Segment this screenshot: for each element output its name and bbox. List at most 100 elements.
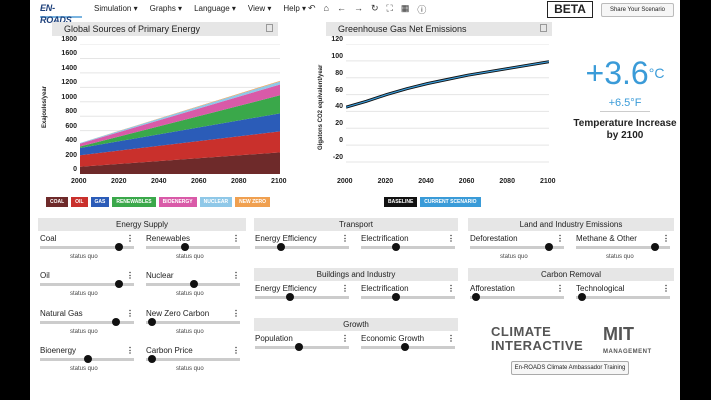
slider-knob[interactable] [114,280,123,288]
slider-knob[interactable] [400,343,409,351]
more-options-icon[interactable]: ⋮ [447,334,455,343]
menu-help[interactable]: Help ▾ [283,4,307,13]
ambassador-training-button[interactable]: En-ROADS Climate Ambassador Training [511,361,629,375]
slider-track[interactable] [40,283,134,286]
legend-current-scenario[interactable]: CURRENT SCENARIO [420,197,481,207]
more-options-icon[interactable]: ⋮ [556,234,564,243]
grid-icon[interactable]: ▦ [400,3,410,13]
slider-track[interactable] [361,296,455,299]
legend-new-zero[interactable]: NEW ZERO [235,197,271,207]
slider-knob[interactable] [190,280,198,288]
more-options-icon[interactable]: ⋮ [341,234,349,243]
status-quo-label: status quo [70,329,98,335]
legend-renewables[interactable]: RENEWABLES [112,197,156,207]
energy-supply-header: Energy Supply [38,218,246,231]
energy-y-tick-label: 0 [73,166,77,173]
more-options-icon[interactable]: ⋮ [447,234,455,243]
slider-label: New Zero Carbon [146,309,210,318]
menu-language[interactable]: Language ▾ [194,4,236,13]
more-options-icon[interactable]: ⋮ [232,271,240,280]
slider-knob[interactable] [650,243,659,251]
top-bar: EN-ROADS Simulation ▾ Graphs ▾ Language … [30,0,680,25]
more-options-icon[interactable]: ⋮ [232,346,240,355]
ghg-y-tick-label: 120 [331,36,343,43]
slider-track[interactable] [470,246,564,249]
more-options-icon[interactable]: ⋮ [126,234,134,243]
mit-logo[interactable]: MIT MANAGEMENT [603,324,652,355]
more-options-icon[interactable]: ⋮ [556,284,564,293]
slider-knob[interactable] [391,293,400,301]
slider-track[interactable] [40,321,134,324]
ghg-chart-title-text: Greenhouse Gas Net Emissions [338,24,467,34]
legend-bioenergy[interactable]: BIOENERGY [158,197,197,207]
more-options-icon[interactable]: ⋮ [232,309,240,318]
more-options-icon[interactable]: ⋮ [341,334,349,343]
undo-icon[interactable]: ↶ [308,3,316,13]
share-scenario-button[interactable]: Share Your Scenario [601,3,674,17]
slider-knob[interactable] [84,355,92,363]
fullscreen-icon[interactable]: ⛶ [386,3,393,13]
more-options-icon[interactable]: ⋮ [662,234,670,243]
slider-track[interactable] [576,296,670,299]
copy-icon[interactable] [540,24,547,32]
slider-knob[interactable] [112,318,121,326]
more-options-icon[interactable]: ⋮ [662,284,670,293]
slider-track[interactable] [576,246,670,249]
slider-knob[interactable] [147,318,156,326]
more-options-icon[interactable]: ⋮ [232,234,240,243]
energy-y-tick-label: 1200 [61,79,77,87]
slider-label: Bioenergy [40,346,77,355]
transport-header: Transport [254,218,458,231]
slider-track[interactable] [40,246,134,249]
legend-nuclear[interactable]: NUCLEAR [199,197,233,207]
forward-icon[interactable]: → [353,3,363,13]
slider-track[interactable] [146,358,240,361]
home-icon[interactable]: ⌂ [323,3,329,13]
climate-interactive-logo[interactable]: CLIMATE INTERACTIVE [491,324,584,353]
slider-knob[interactable] [285,293,294,301]
legend-coal[interactable]: COAL [46,197,69,207]
slider-track[interactable] [255,246,349,249]
energy-area-chart[interactable] [80,44,280,174]
slider-knob[interactable] [471,293,480,301]
menu-graphs[interactable]: Graphs ▾ [149,4,183,13]
slider-knob[interactable] [577,293,586,301]
menu-simulation[interactable]: Simulation ▾ [94,4,138,13]
slider-track[interactable] [361,246,455,249]
menu-view[interactable]: View ▾ [247,4,272,13]
legend-oil[interactable]: OIL [71,197,88,207]
slider-knob[interactable] [277,243,285,251]
status-quo-label: status quo [176,291,204,297]
slider-electrification: Electrification ⋮ [361,234,461,268]
info-icon[interactable]: ⓘ [417,5,427,15]
slider-track[interactable] [146,321,240,324]
slider-knob[interactable] [391,243,400,251]
slider-energy-efficiency: Energy Efficiency ⋮ [255,284,355,318]
slider-natural-gas: Natural Gas ⋮ status quo [40,309,140,343]
slider-track[interactable] [255,296,349,299]
slider-track[interactable] [146,246,240,249]
more-options-icon[interactable]: ⋮ [447,284,455,293]
ghg-line-chart[interactable] [346,44,549,174]
slider-label: Energy Efficiency [255,284,317,293]
slider-track[interactable] [470,296,564,299]
slider-knob[interactable] [147,355,156,363]
more-options-icon[interactable]: ⋮ [126,346,134,355]
more-options-icon[interactable]: ⋮ [126,271,134,280]
slider-label: Economic Growth [361,334,425,343]
legend-gas[interactable]: GAS [90,197,110,207]
slider-knob[interactable] [114,243,123,251]
legend-baseline[interactable]: BASELINE [384,197,418,207]
energy-chart-title-text: Global Sources of Primary Energy [64,24,201,34]
copy-icon[interactable] [266,24,273,32]
en-roads-logo[interactable]: EN-ROADS [40,2,82,25]
refresh-icon[interactable]: ↻ [370,3,379,13]
slider-label: Electrification [361,284,409,293]
more-options-icon[interactable]: ⋮ [126,309,134,318]
more-options-icon[interactable]: ⋮ [341,284,349,293]
slider-label: Deforestation [470,234,518,243]
slider-knob[interactable] [294,343,303,351]
back-icon[interactable]: ← [336,3,346,13]
slider-knob[interactable] [544,243,553,251]
slider-knob[interactable] [181,243,190,251]
